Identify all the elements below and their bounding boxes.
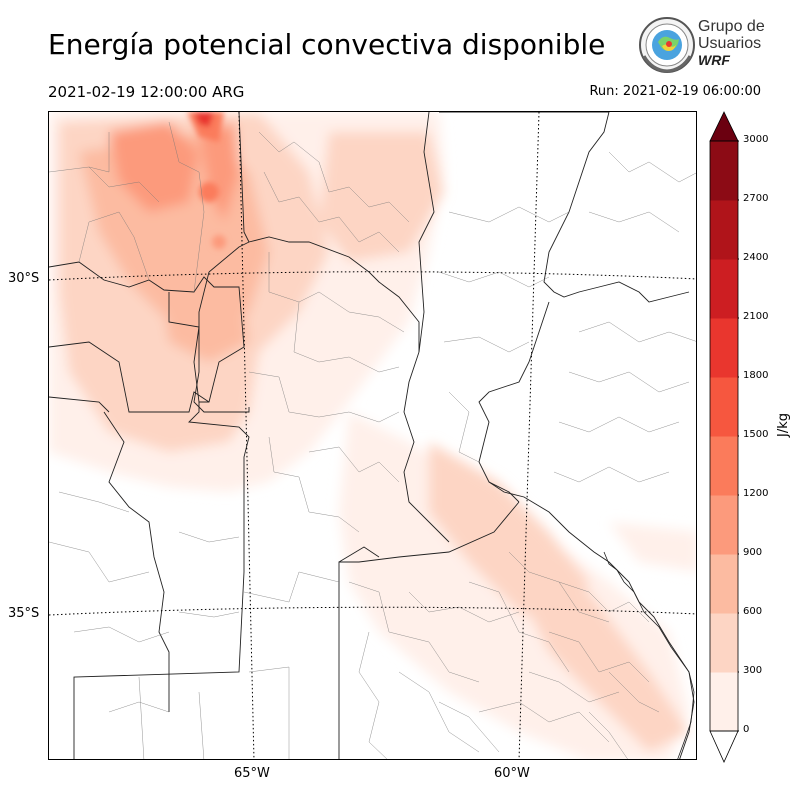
logo-line-3: WRF <box>698 52 730 68</box>
logo-text: Grupo de Usuarios WRF <box>698 18 765 69</box>
colorbar-segment <box>710 141 738 201</box>
lat-label-35s: 35°S <box>8 606 40 621</box>
lat-label-30s: 30°S <box>8 271 40 286</box>
colorbar <box>709 111 739 763</box>
colorbar-tick-label: 900 <box>743 547 763 558</box>
graticule <box>49 112 696 759</box>
colorbar-segment <box>710 259 738 319</box>
colorbar-unit-label: J/kg <box>776 413 791 437</box>
run-time: Run: 2021-02-19 06:00:00 <box>589 84 761 99</box>
map-panel <box>48 111 697 760</box>
valid-time: 2021-02-19 12:00:00 ARG <box>48 83 245 101</box>
colorbar-tick-label: 1500 <box>743 429 769 440</box>
cape-map <box>49 112 696 759</box>
colorbar-extend-min <box>709 730 739 763</box>
colorbar-tick-label: 1200 <box>743 488 769 499</box>
colorbar-segment <box>710 613 738 673</box>
cape-maxima <box>187 112 226 249</box>
colorbar-tick-label: 1800 <box>743 370 769 381</box>
map-title: Energía potencial convectiva disponible <box>48 28 606 61</box>
wrf-logo: Grupo de Usuarios WRF <box>638 16 768 76</box>
colorbar-tick-label: 3000 <box>743 134 769 145</box>
colorbar-tick-label: 300 <box>743 665 763 676</box>
colorbar-segment <box>710 377 738 437</box>
colorbar-segment <box>710 554 738 614</box>
colorbar-tick-label: 2100 <box>743 311 769 322</box>
colorbar-segment <box>710 672 738 732</box>
colorbar-extend-max <box>709 111 739 142</box>
colorbar-segment <box>710 436 738 496</box>
cape-shading <box>49 112 696 759</box>
coastline <box>603 551 695 759</box>
colorbar-segment <box>710 200 738 260</box>
lon-label-60w: 60°W <box>494 766 530 781</box>
colorbar-segment <box>710 495 738 555</box>
colorbar-tick-label: 0 <box>743 724 750 735</box>
colorbar-tick-label: 2700 <box>743 193 769 204</box>
province-boundaries <box>49 112 695 759</box>
department-boundaries <box>49 121 696 759</box>
wrf-logo-seal-icon <box>639 17 695 73</box>
colorbar-segment <box>710 318 738 378</box>
logo-line-2: Usuarios <box>698 35 762 52</box>
colorbar-tick-label: 600 <box>743 606 763 617</box>
lon-label-65w: 65°W <box>234 766 270 781</box>
logo-line-1: Grupo de <box>698 18 765 35</box>
colorbar-tick-label: 2400 <box>743 252 769 263</box>
